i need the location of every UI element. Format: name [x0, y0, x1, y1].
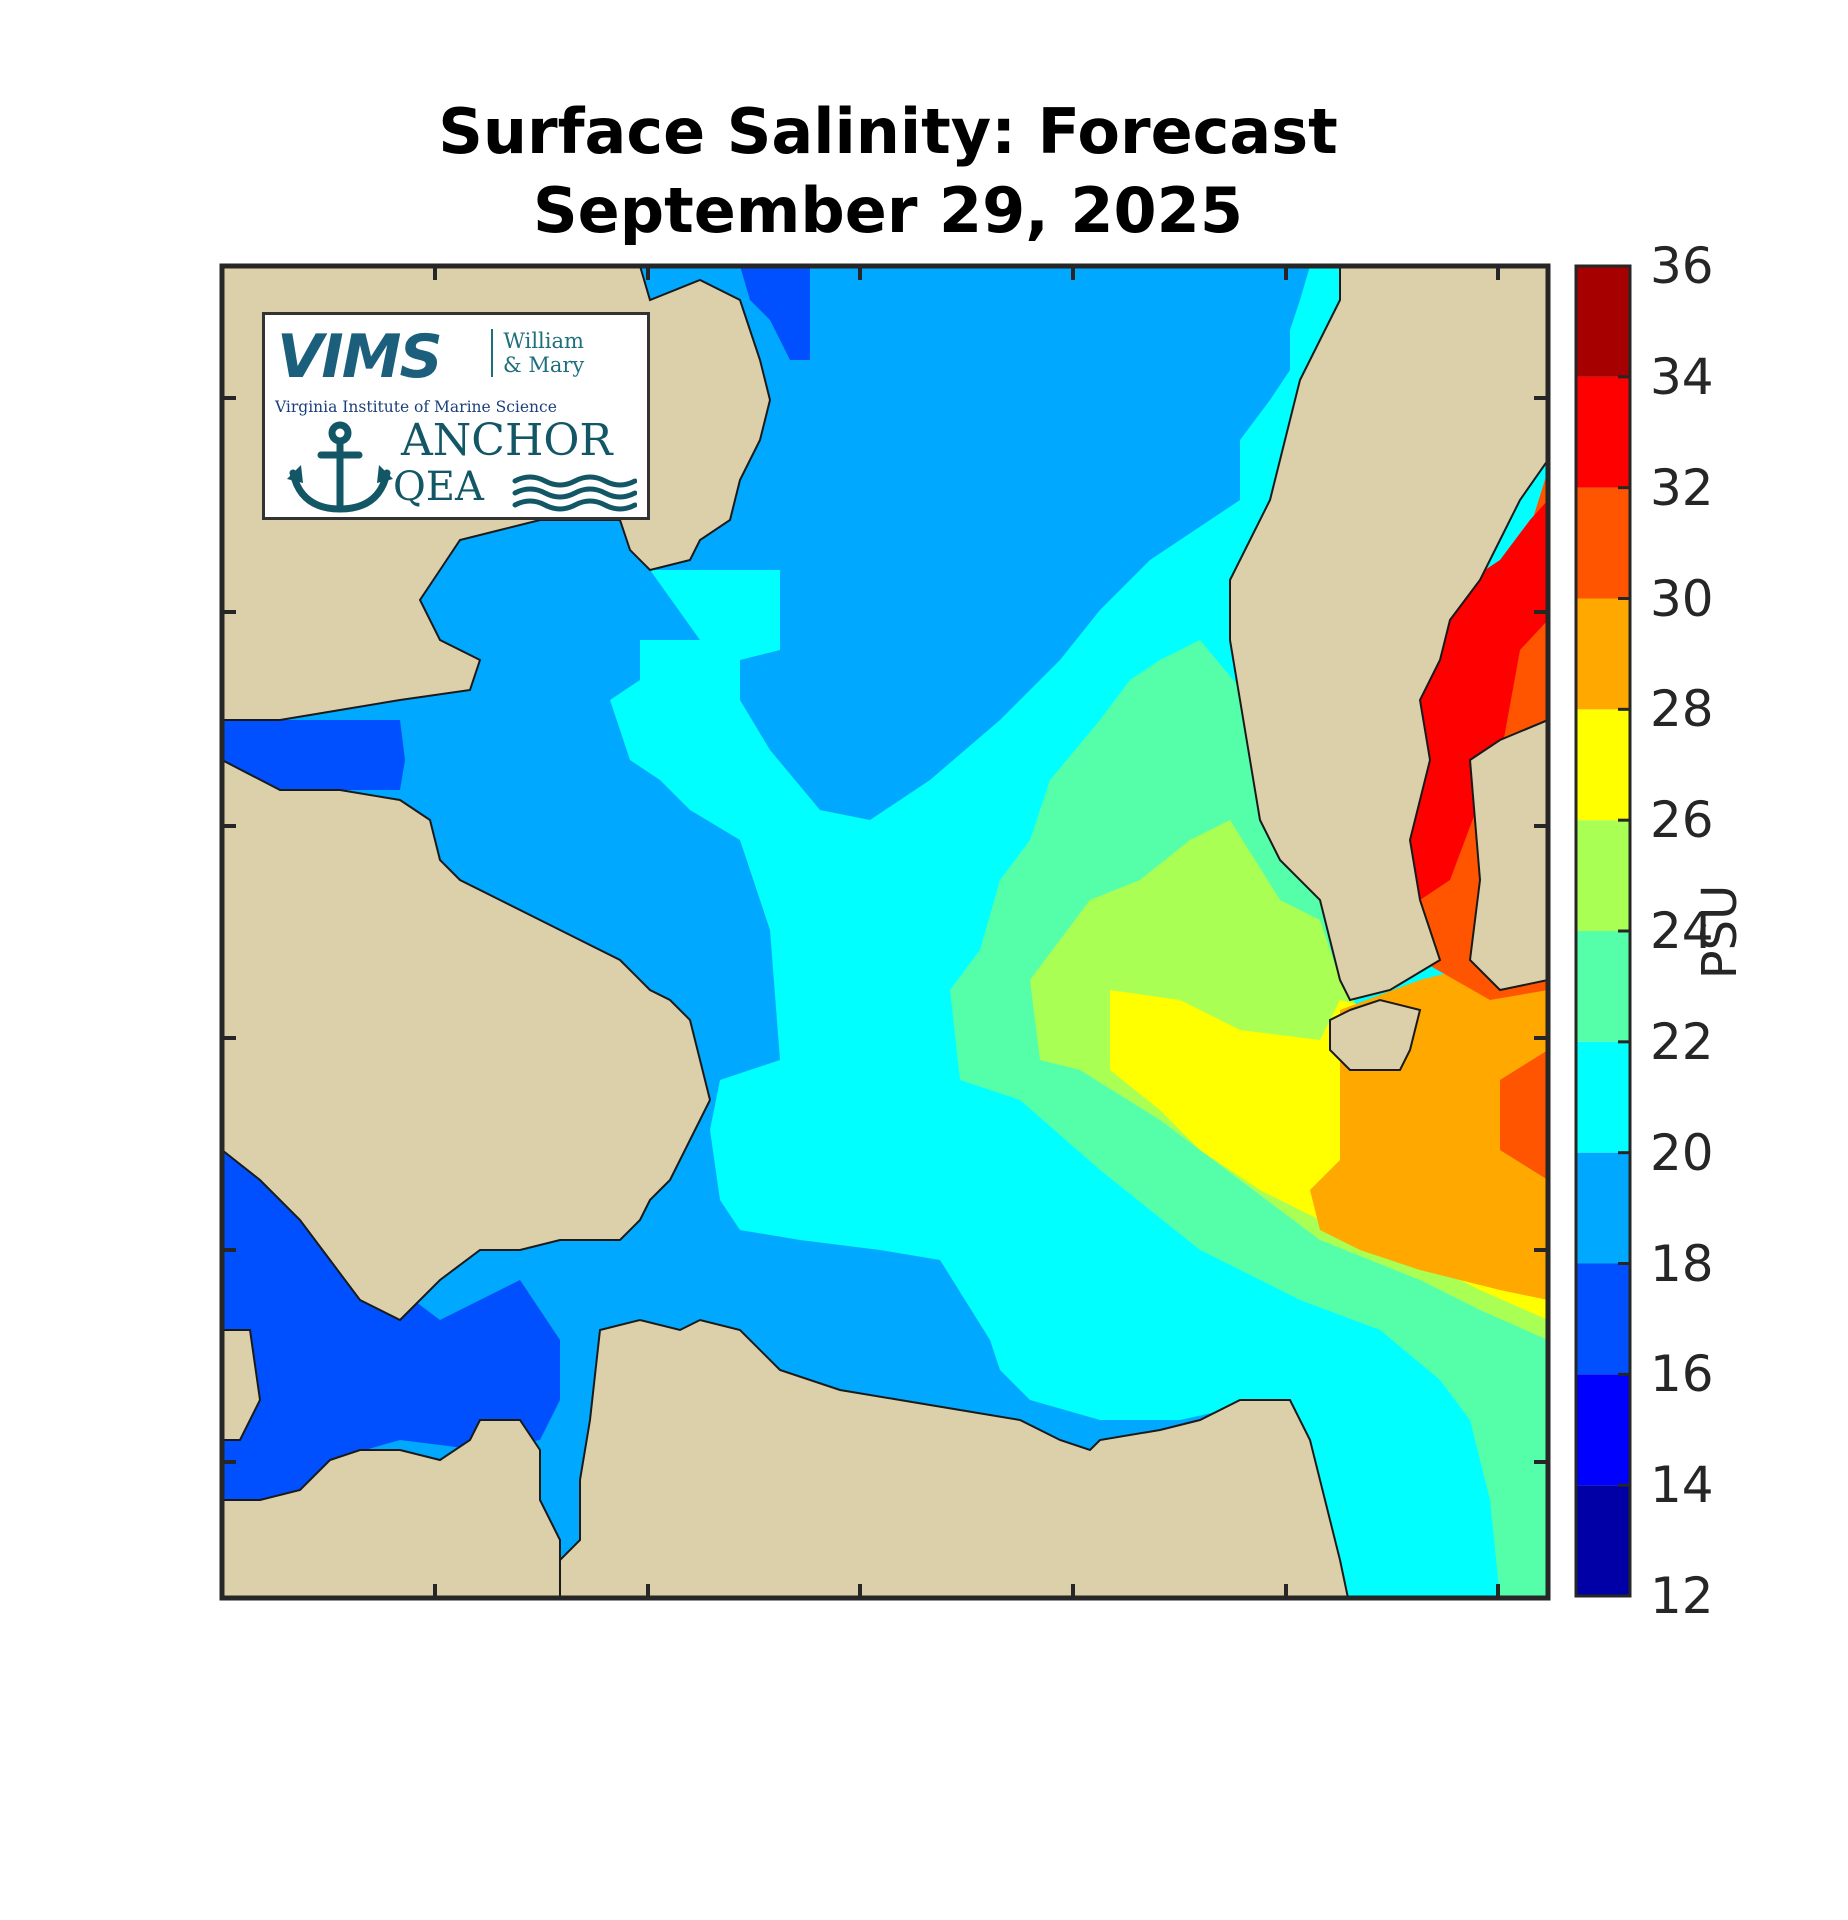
colorbar-tick-label: 26: [1650, 791, 1714, 850]
colorbar-tick-label: 14: [1650, 1456, 1714, 1515]
anchor-icon: [287, 421, 393, 513]
water-16-18-west-inlet: [222, 720, 405, 790]
map-frame: [219, 263, 1551, 1601]
colorbar-bin: [1576, 709, 1630, 821]
colorbar-tick-label: 32: [1650, 458, 1714, 517]
colorbar-tick-label: 36: [1650, 237, 1714, 295]
colorbar-bin: [1576, 820, 1630, 931]
colorbar-bin: [1576, 1374, 1630, 1486]
colorbar-tick-label: 12: [1650, 1567, 1714, 1625]
colorbar: [1576, 266, 1630, 1596]
land-far-southwest: [222, 1329, 262, 1441]
wave-icon: [512, 474, 637, 512]
colorbar-tick-label: 34: [1650, 347, 1714, 406]
colorbar-bin: [1576, 266, 1630, 377]
colorbar-bin: [1576, 1152, 1630, 1264]
water-16-18-north: [740, 266, 810, 360]
colorbar-tick-label: 18: [1650, 1234, 1714, 1293]
colorbar-bin: [1576, 598, 1630, 710]
colorbar-tick-label: 30: [1650, 569, 1714, 628]
land-small-island: [1329, 998, 1422, 1071]
anchor-wordmark: ANCHOR: [401, 415, 613, 466]
colorbar-bin: [1576, 376, 1630, 488]
colorbar-tick-label: 22: [1650, 1012, 1714, 1071]
water-16-18-southwest: [222, 1150, 560, 1500]
land-west-central: [222, 758, 712, 1322]
colorbar-bin: [1576, 1263, 1630, 1375]
colorbar-tick-label: 16: [1650, 1345, 1714, 1404]
colorbar-bin: [1576, 487, 1630, 599]
land-southwest: [222, 1419, 561, 1598]
colorbar-tick-label: 20: [1650, 1123, 1714, 1182]
qea-wordmark: QEA: [393, 464, 484, 510]
axis-ticks: [222, 266, 1548, 1598]
colorbar-bin: [1576, 931, 1630, 1042]
william-mary-wordmark: William & Mary: [491, 329, 585, 378]
water-32-34: [1410, 500, 1548, 900]
title-line-2: September 29, 2025: [533, 174, 1243, 247]
title-line-1: Surface Salinity: Forecast: [438, 95, 1338, 168]
colorbar-bin: [1576, 1485, 1630, 1596]
william-text: William: [503, 329, 584, 353]
mary-text: & Mary: [503, 353, 585, 378]
vims-anchor-logo: VIMS William & Mary Virginia Institute o…: [262, 312, 650, 520]
land-eastern-shore: [1229, 266, 1548, 1002]
colorbar-tick-label: 24: [1650, 902, 1714, 960]
vims-wordmark: VIMS: [277, 322, 443, 392]
colorbar-bin: [1576, 1041, 1630, 1153]
land-east-islands: [1468, 718, 1548, 992]
colorbar-tick-label: 28: [1650, 680, 1714, 739]
colorbar-unit-label: PSU: [1692, 884, 1748, 980]
water-30-32-east: [1500, 1050, 1548, 1180]
colorbar-ticks: [1618, 264, 1630, 1598]
vims-subtitle: Virginia Institute of Marine Science: [275, 398, 557, 416]
